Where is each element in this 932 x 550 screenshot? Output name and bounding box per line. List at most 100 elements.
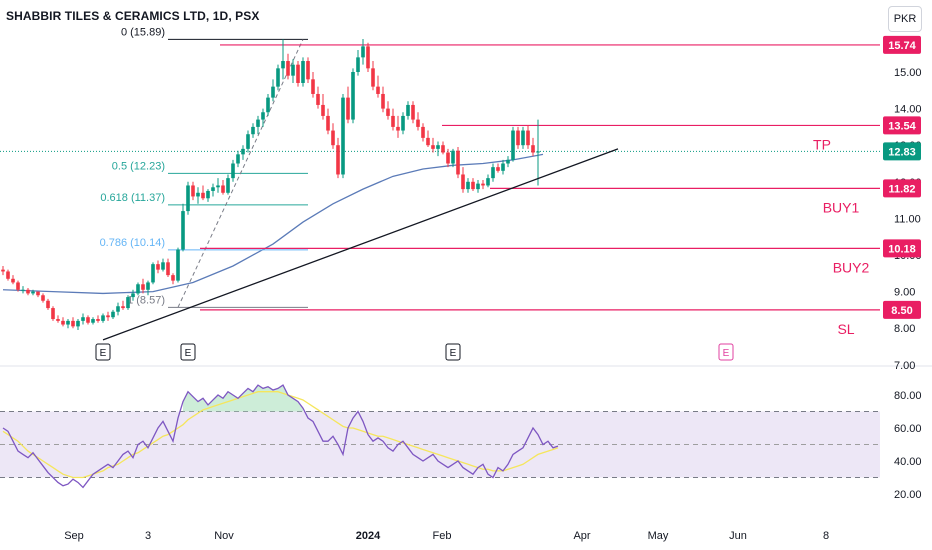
candle-body [461, 174, 465, 190]
candle-body [131, 293, 135, 298]
candle-body [36, 291, 40, 296]
earnings-marker-label: E [100, 348, 107, 359]
candle-body [116, 306, 120, 312]
rsi-axis-tick: 40.00 [894, 456, 922, 468]
candle-body [291, 64, 295, 76]
price-axis-tick: 8.00 [894, 323, 915, 335]
candle-body [86, 317, 90, 323]
candle-body [421, 126, 425, 138]
candle-body [476, 183, 480, 190]
candle-body [311, 79, 315, 94]
time-axis-tick: Sep [64, 530, 84, 542]
rsi-axis-tick: 20.00 [894, 489, 922, 501]
candle-body [106, 315, 110, 318]
candle-body [61, 320, 65, 325]
candle-body [236, 154, 240, 164]
level-note: BUY1 [823, 199, 860, 215]
level-price-label: 15.74 [888, 40, 916, 52]
candle-body [31, 291, 35, 294]
candle-body [501, 163, 505, 171]
candle-body [221, 185, 225, 193]
trendline [102, 148, 619, 341]
candle-body [426, 137, 430, 146]
candle-body [256, 119, 260, 127]
candle-body [481, 183, 485, 186]
rsi-line [2, 384, 559, 489]
candle-body [11, 278, 15, 283]
candle-body [91, 319, 95, 323]
fib-swing-line [177, 39, 304, 308]
candle-body [246, 134, 250, 149]
level-price-tag [883, 300, 921, 319]
candle-body [336, 145, 340, 175]
candle-body [226, 178, 230, 193]
rsi-axis-tick: 80.00 [894, 390, 922, 402]
candle-body [211, 187, 215, 191]
candle-body [396, 126, 400, 131]
last-price-label: 12.83 [888, 146, 916, 158]
candle-body [341, 97, 345, 175]
candle-body [186, 185, 190, 212]
candle-body [446, 152, 450, 164]
level-price-label: 8.50 [891, 305, 912, 317]
candle-body [276, 68, 280, 87]
candle-body [531, 145, 535, 153]
time-axis-tick: Nov [214, 530, 234, 542]
fib-level-label: 0.618 (11.37) [100, 192, 165, 204]
candle-body [281, 61, 285, 69]
candle-body [96, 319, 100, 321]
chart-title: SHABBIR TILES & CERAMICS LTD, 1D, PSX [6, 9, 260, 23]
level-price-label: 13.54 [888, 120, 916, 132]
candle-body [431, 145, 435, 149]
candle-body [526, 130, 530, 146]
moving-average-line [2, 153, 544, 295]
candle-body [41, 295, 45, 301]
candle-body [401, 115, 405, 131]
candle-body [156, 264, 160, 270]
level-price-tag [883, 179, 921, 198]
candle-body [406, 104, 410, 116]
candle-body [1, 269, 5, 272]
candle-body [51, 308, 55, 320]
candles-group [1, 39, 540, 331]
time-axis-tick: 2024 [356, 530, 381, 542]
candle-body [181, 211, 185, 250]
candle-body [296, 64, 300, 83]
candle-body [16, 282, 20, 290]
candle-body [366, 46, 370, 69]
last-price-tag [883, 142, 921, 161]
earnings-marker [718, 343, 734, 361]
candle-body [511, 130, 515, 160]
level-note: BUY2 [833, 259, 870, 275]
candle-body [471, 181, 475, 190]
rsi-ma-line [2, 391, 559, 479]
candle-body [166, 262, 170, 276]
candle-body [506, 159, 510, 164]
candle-body [151, 264, 155, 283]
time-axis-tick: May [648, 530, 669, 542]
earnings-marker [445, 343, 461, 361]
candle-body [321, 104, 325, 116]
earnings-marker [180, 343, 196, 361]
price-axis-tick: 14.00 [894, 104, 922, 116]
level-price-label: 10.18 [888, 243, 916, 255]
level-price-tag [883, 35, 921, 54]
candle-body [81, 317, 85, 321]
candle-body [191, 185, 195, 197]
time-axis-tick: Feb [433, 530, 452, 542]
candle-body [136, 284, 140, 294]
candle-body [216, 185, 220, 188]
candle-body [381, 93, 385, 109]
candle-body [316, 93, 320, 105]
level-price-tag [883, 116, 921, 135]
level-price-label: 11.82 [889, 183, 916, 195]
candle-body [271, 86, 275, 98]
currency-button[interactable]: PKR [888, 6, 922, 32]
candle-body [346, 97, 350, 120]
candle-body [241, 148, 245, 155]
candle-body [361, 46, 365, 58]
candle-body [491, 167, 495, 179]
candle-body [176, 249, 180, 281]
candle-body [171, 275, 175, 281]
